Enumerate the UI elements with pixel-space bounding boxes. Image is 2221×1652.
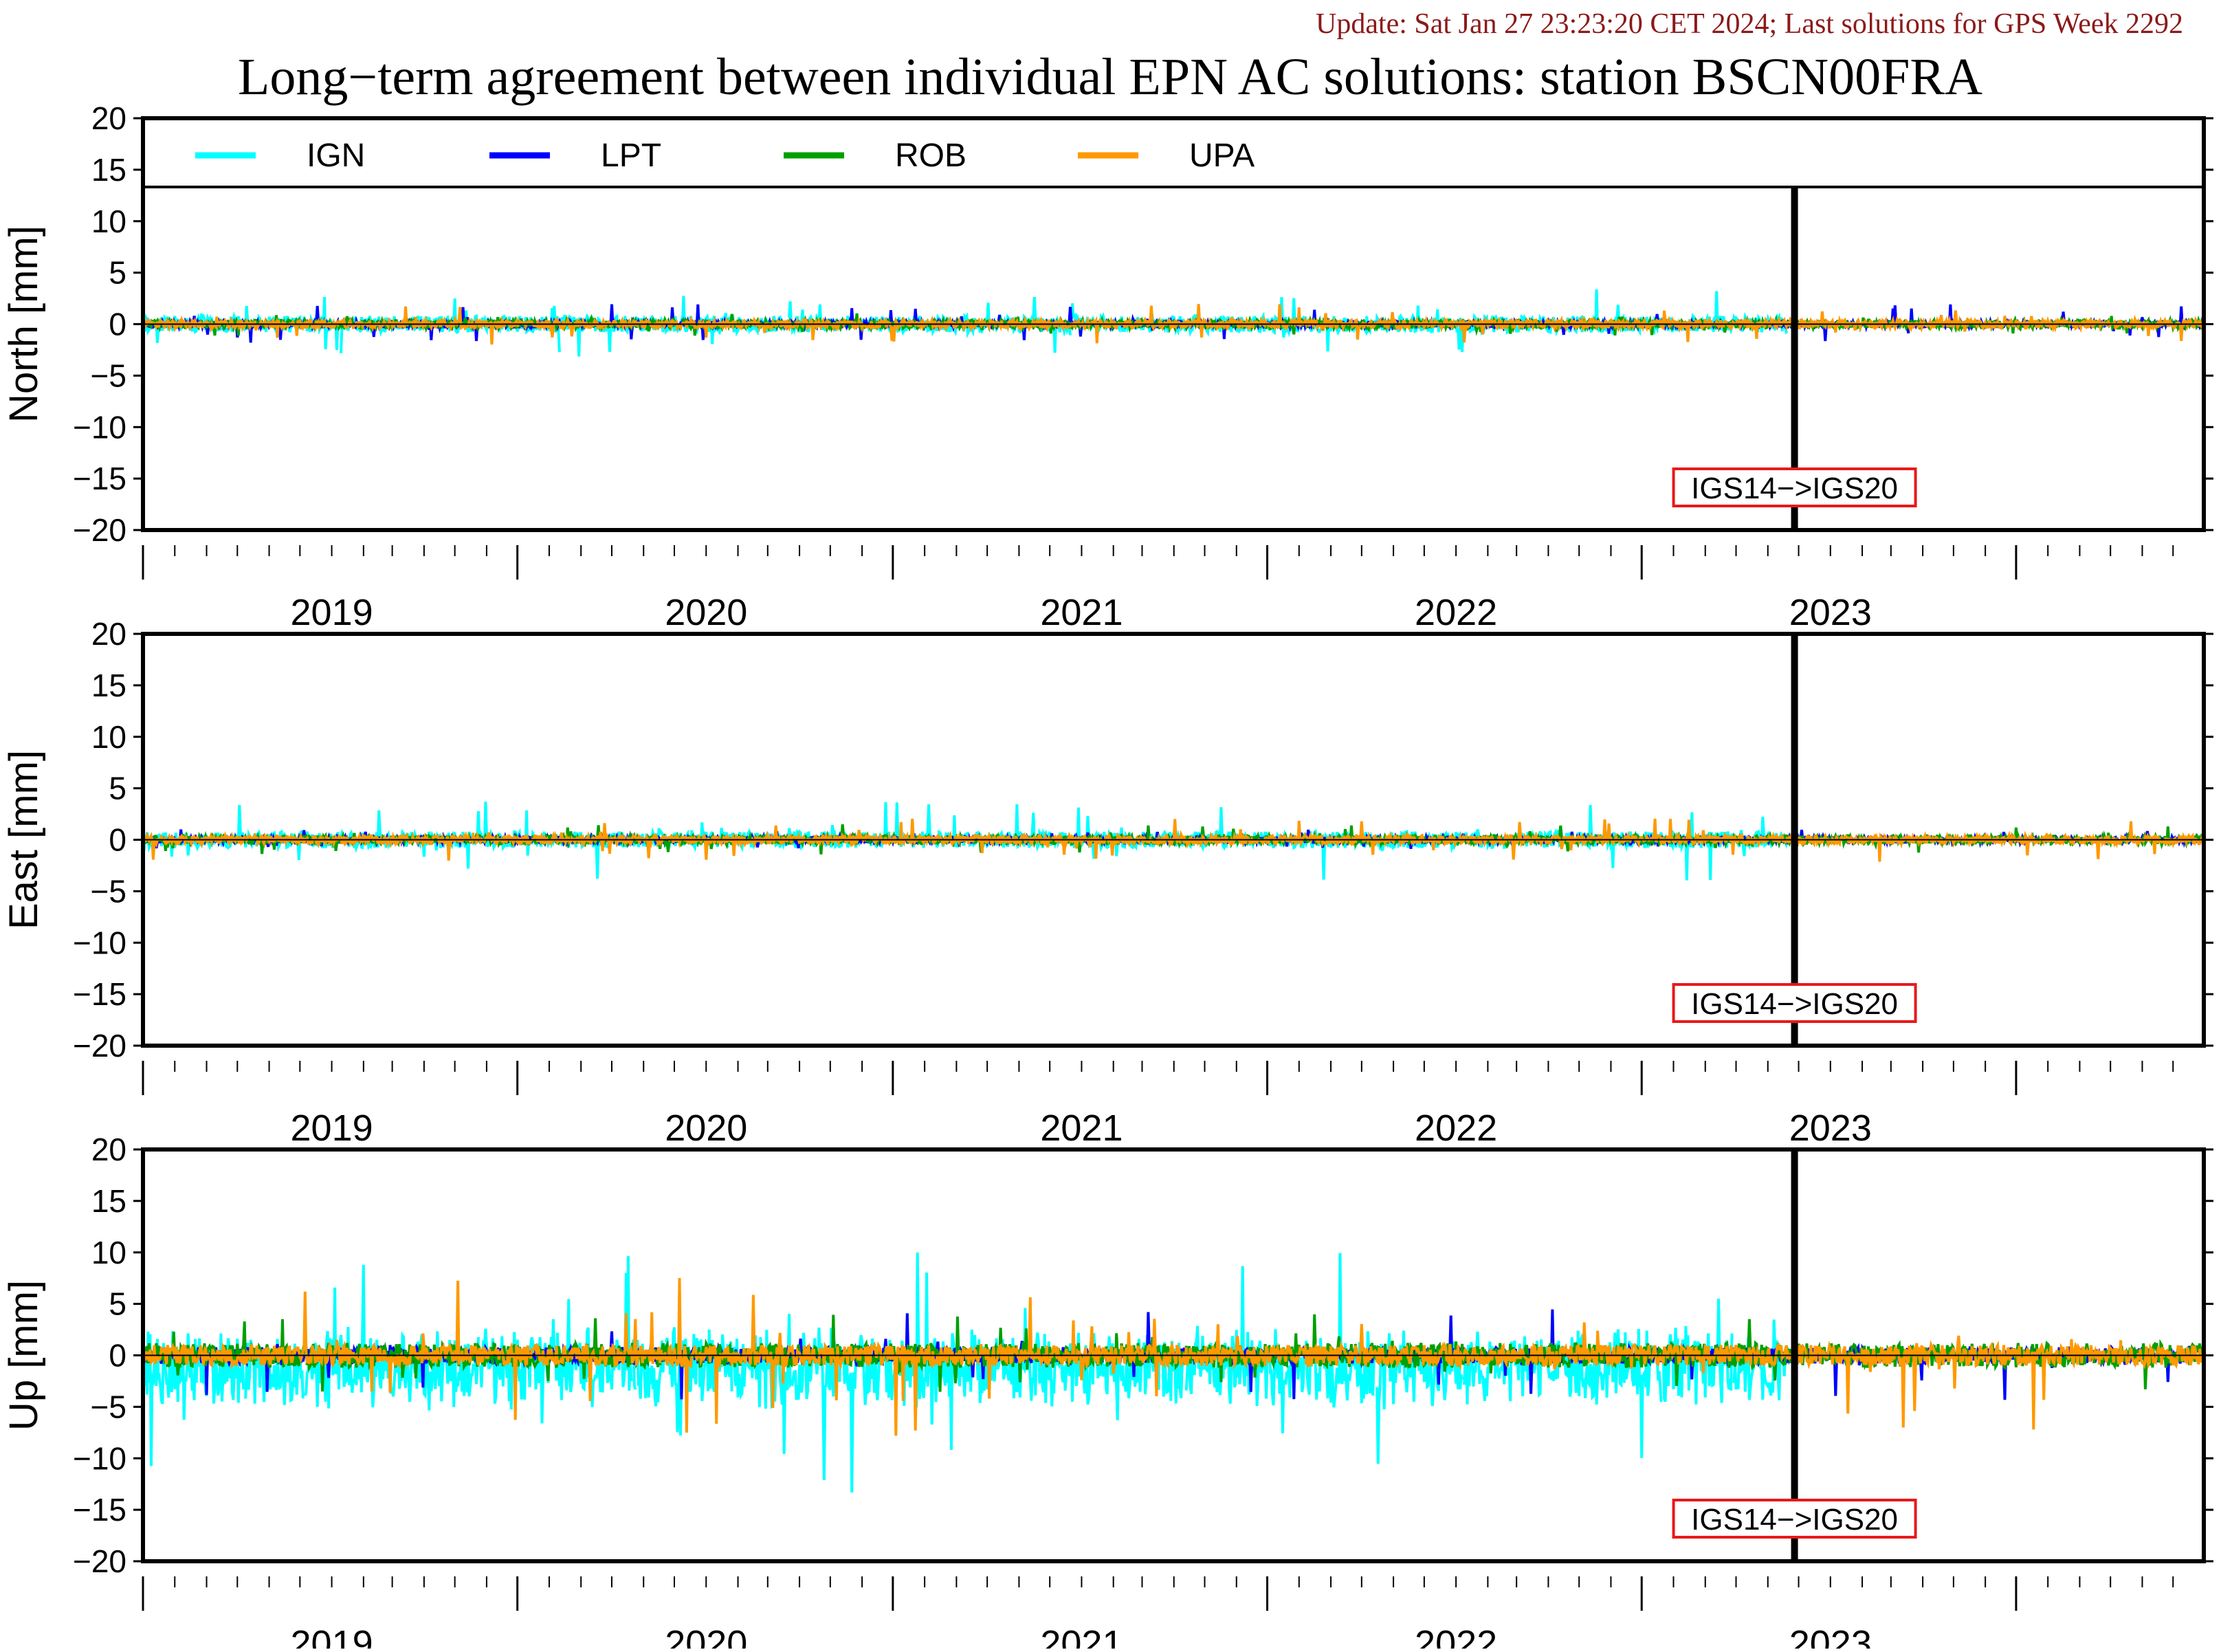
frame-change-label-box <box>1672 467 1917 507</box>
y-tick-label: 20 <box>91 1132 126 1167</box>
legend-label-ign: IGN <box>307 137 365 174</box>
legend: IGN LPT ROB UPA <box>195 137 1255 174</box>
panel-north: IGS14−>IGS20 IGN LPT ROB UPA 20 15 10 5 0 −5 −10 −15… <box>1 100 2213 633</box>
y-tick-label: 20 <box>91 616 126 652</box>
legend-label-rob: ROB <box>895 137 966 174</box>
y-tick-label: 5 <box>109 1286 126 1322</box>
panel-up: IGS14−>IGS20 20 15 10 5 0 −5 −10 −15 −20 Up [mm] 20… <box>1 1132 2213 1652</box>
y-tick-label: 15 <box>91 152 126 188</box>
x-year-label: 2022 <box>1415 1108 1497 1149</box>
y-tick-label: −15 <box>73 1492 126 1528</box>
chart-title: Long−term agreement between individual E… <box>238 48 1982 106</box>
y-tick-label: −15 <box>73 976 126 1012</box>
x-year-label: 2021 <box>1040 1108 1123 1149</box>
y-tick-label: 15 <box>91 668 126 703</box>
update-timestamp: Update: Sat Jan 27 23:23:20 CET 2024; La… <box>1316 8 2183 40</box>
x-year-label: 2022 <box>1415 592 1497 633</box>
y-tick-label: −5 <box>91 357 126 393</box>
series-line-upa <box>143 818 2204 862</box>
y-axis-label: North [mm] <box>1 225 46 423</box>
y-tick-label: 5 <box>109 771 126 806</box>
x-year-label: 2020 <box>665 1108 747 1149</box>
y-axis-label: East [mm] <box>1 750 46 929</box>
x-year-label: 2022 <box>1415 1623 1497 1649</box>
y-tick-label: −20 <box>73 1028 126 1064</box>
frame-change-label: IGS14−>IGS20 <box>1691 472 1898 505</box>
y-tick-label: 5 <box>109 255 126 291</box>
y-tick-label: 0 <box>109 307 126 342</box>
x-year-label: 2020 <box>665 1623 747 1649</box>
y-axis-label: Up [mm] <box>1 1280 46 1431</box>
frame-change-label: IGS14−>IGS20 <box>1691 1503 1898 1537</box>
y-tick-label: 10 <box>91 719 126 755</box>
y-tick-label: −20 <box>73 512 126 548</box>
legend-label-lpt: LPT <box>601 137 661 174</box>
x-year-label: 2023 <box>1789 1623 1872 1649</box>
y-tick-label: 0 <box>109 1338 126 1374</box>
y-tick-label: 10 <box>91 203 126 239</box>
y-tick-label: −5 <box>91 1389 126 1424</box>
x-year-label: 2021 <box>1040 1623 1123 1649</box>
y-tick-label: 0 <box>109 822 126 858</box>
x-year-label: 2021 <box>1040 592 1123 633</box>
x-year-label: 2023 <box>1789 1108 1872 1149</box>
y-tick-label: 20 <box>91 100 126 136</box>
y-tick-label: −10 <box>73 409 126 445</box>
x-year-label: 2023 <box>1789 592 1872 633</box>
y-tick-label: −20 <box>73 1543 126 1579</box>
x-year-label: 2020 <box>665 592 747 633</box>
y-tick-label: −10 <box>73 925 126 960</box>
frame-change-label-box <box>1672 1499 1917 1539</box>
y-tick-label: −15 <box>73 461 126 496</box>
x-year-label: 2019 <box>291 1623 373 1649</box>
y-tick-label: 10 <box>91 1235 126 1270</box>
panels-group: IGS14−>IGS20 IGN LPT ROB UPA 20 15 10 5 0 −5 −10 −15… <box>1 100 2213 1652</box>
y-tick-label: 15 <box>91 1183 126 1219</box>
y-tick-label: −10 <box>73 1440 126 1476</box>
legend-label-upa: UPA <box>1189 137 1255 174</box>
y-tick-label: −5 <box>91 873 126 909</box>
frame-change-label: IGS14−>IGS20 <box>1691 987 1898 1021</box>
x-year-label: 2019 <box>291 592 373 633</box>
panel-east: IGS14−>IGS20 20 15 10 5 0 −5 −10 −15 −20 East [mm]… <box>1 616 2213 1149</box>
frame-change-label-box <box>1672 983 1917 1023</box>
x-year-label: 2019 <box>291 1108 373 1149</box>
